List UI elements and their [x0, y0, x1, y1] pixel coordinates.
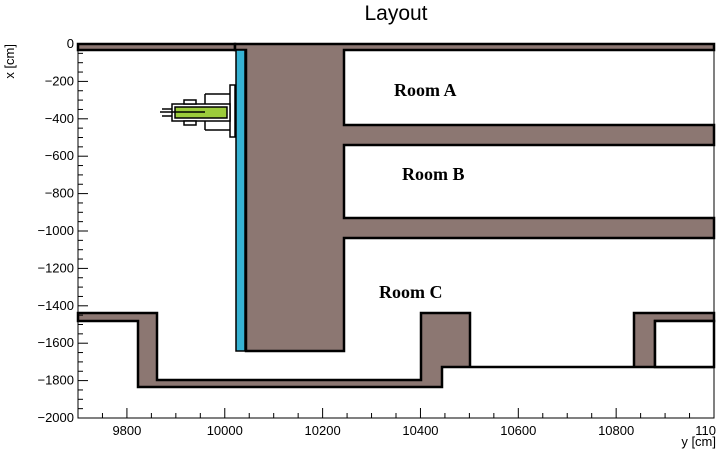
y-tick-label: −1200: [37, 260, 74, 275]
room-right-cutout: [653, 319, 716, 369]
wall-top-left: [76, 42, 237, 52]
detector-frame: [204, 93, 230, 131]
room-a-label: Room A: [394, 80, 457, 100]
x-tick-label: 9800: [112, 423, 141, 438]
y-tick-label: 0: [67, 36, 74, 51]
x-axis-title: y [cm]: [681, 434, 716, 449]
x-tick-label: 10800: [598, 423, 634, 438]
room-c-label: Room C: [379, 282, 443, 302]
x-axis: 9800 10000 10200 10400 10600 10800 110: [77, 408, 716, 438]
x-tick-label: 10200: [305, 423, 341, 438]
detector-clamp-bottom: [183, 120, 197, 126]
detector-assembly: [160, 84, 236, 138]
y-tick-label: −1600: [37, 335, 74, 350]
y-tick-label: −200: [45, 73, 74, 88]
y-tick-label: −600: [45, 148, 74, 163]
y-tick-label: −1000: [37, 223, 74, 238]
wall-structure: [76, 42, 716, 389]
x-tick-label: 110: [695, 423, 716, 438]
y-tick-label: −400: [45, 111, 74, 126]
y-tick-label: −1400: [37, 298, 74, 313]
x-tick-label: 10000: [207, 423, 243, 438]
beam-window: [235, 49, 246, 352]
wall-central-block: [233, 42, 716, 353]
x-tick-label: 10400: [402, 423, 438, 438]
y-tick-label: −2000: [37, 410, 74, 425]
y-tick-label: −800: [45, 186, 74, 201]
diagram-title: Layout: [364, 2, 427, 25]
room-b-label: Room B: [402, 164, 465, 184]
detector-clamp-top: [183, 99, 197, 105]
detector-probe: [160, 108, 205, 117]
y-axis-title: x [cm]: [2, 44, 17, 79]
y-axis: 0 −200 −400 −600 −800 −1000 −1200 −1400 −1600 −18…: [37, 36, 88, 425]
y-tick-label: −1800: [37, 373, 74, 388]
x-tick-label: 10600: [500, 423, 536, 438]
